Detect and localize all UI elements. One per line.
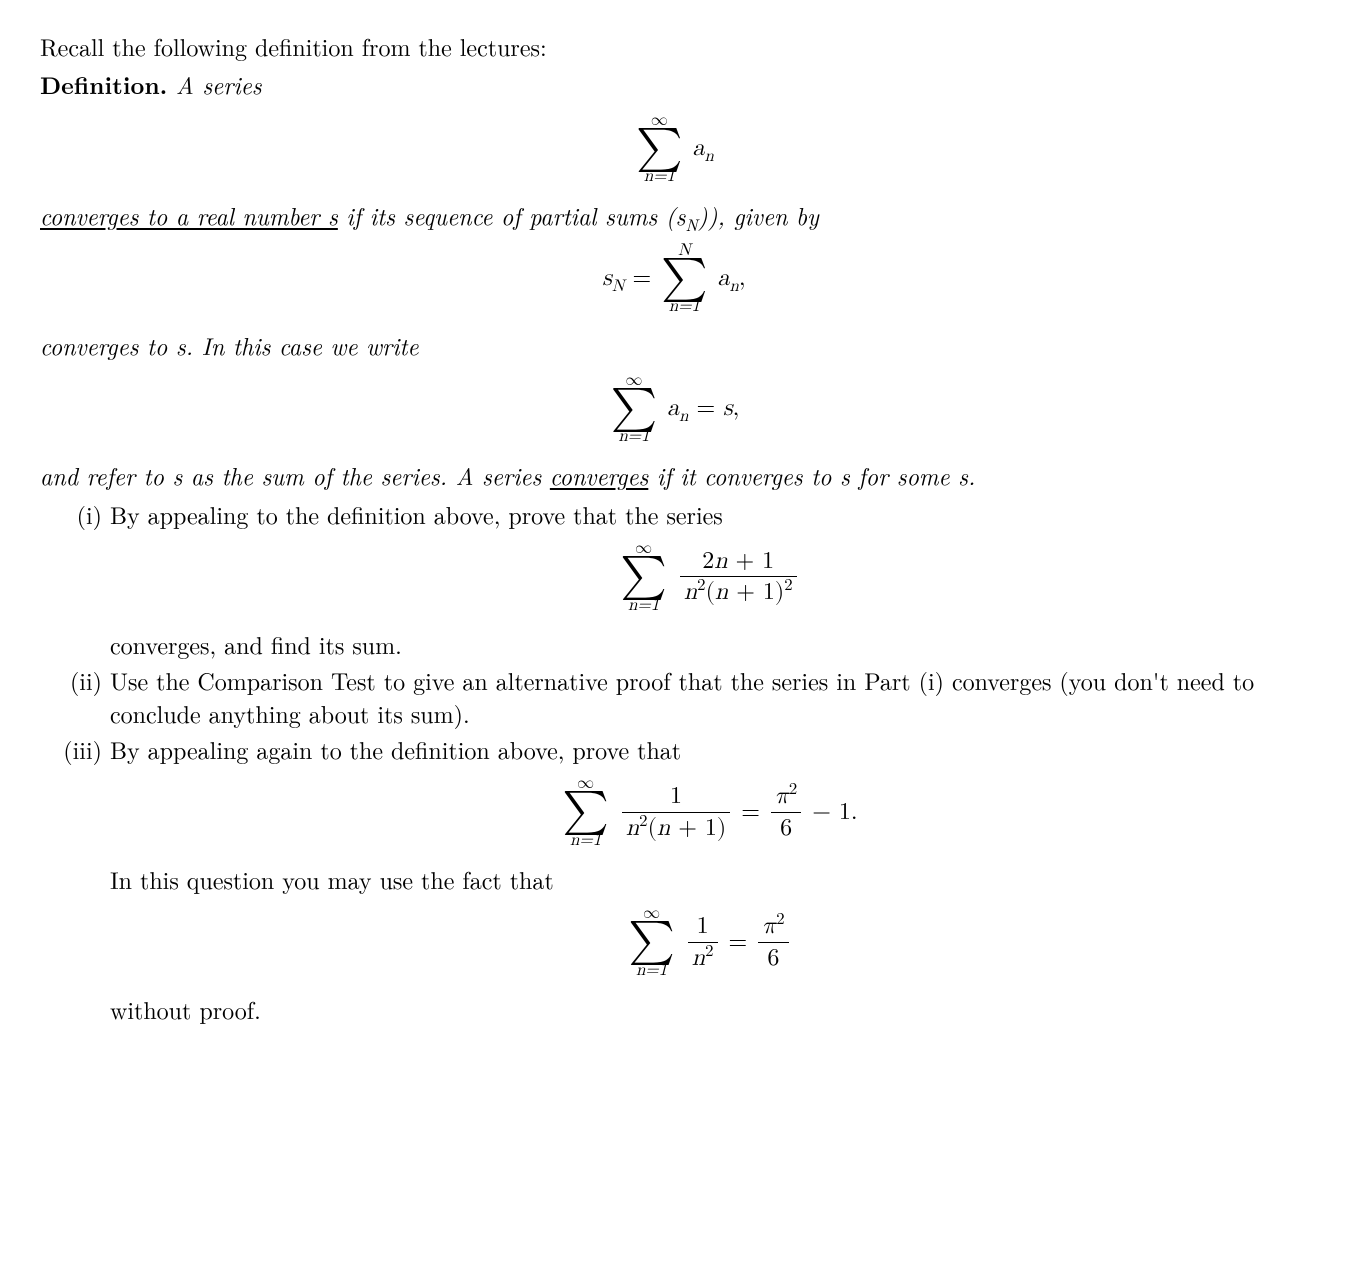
fraction-iii2: 1 n2 bbox=[688, 913, 718, 971]
fraction-iii-num: 1 bbox=[622, 783, 730, 812]
sigma-glyph-iii: ∑ bbox=[562, 792, 608, 832]
display-part-iii-fact: ∞ ∑ n=1 1 n2 = π2 6 bbox=[110, 905, 1308, 979]
sN-sub: N bbox=[685, 212, 697, 236]
fraction-iii2-num: 1 bbox=[688, 913, 718, 942]
part-iii-marker: (iii) bbox=[40, 733, 102, 765]
fraction-iii-rhs: π2 6 bbox=[771, 783, 801, 841]
sigma-glyph-2: ∑ bbox=[661, 259, 707, 299]
fraction-i-num: 2n + 1 bbox=[680, 548, 797, 577]
part-ii-text: Use the Comparison Test to give an alter… bbox=[110, 663, 1254, 729]
fraction-iii-rhs-num: π2 bbox=[771, 783, 801, 812]
part-ii-marker: (ii) bbox=[40, 664, 102, 696]
part-iii: (iii) By appealing again to the definiti… bbox=[40, 733, 1308, 1025]
display-part-i: ∞ ∑ n=1 2n + 1 n2(n + 1)2 bbox=[110, 540, 1308, 614]
fraction-iii: 1 n2(n + 1) bbox=[622, 783, 730, 841]
sum-lower: n=1 bbox=[636, 168, 682, 185]
fraction-i: 2n + 1 n2(n + 1)2 bbox=[680, 548, 797, 606]
def-line-4a: and refer to s as the sum of the series.… bbox=[40, 458, 550, 492]
sigma-glyph-3: ∑ bbox=[611, 389, 657, 429]
sum-lower-i: n=1 bbox=[620, 597, 666, 614]
sum-symbol-3: ∞ ∑ n=1 bbox=[611, 372, 657, 446]
def-line-4b: converges bbox=[550, 458, 648, 492]
fraction-iii2-den: n2 bbox=[688, 943, 718, 971]
def-line-3: converges to s. In this case we write bbox=[40, 329, 1308, 361]
sum-lower-iii: n=1 bbox=[562, 832, 608, 849]
sigma-glyph: ∑ bbox=[636, 129, 682, 169]
equals: = bbox=[632, 262, 651, 294]
def-line-2c: (sN) bbox=[666, 198, 708, 232]
display-partial-sums: sN = N ∑ n=1 an, bbox=[40, 242, 1308, 316]
def-line-2d: ), given by bbox=[708, 198, 819, 232]
intro-line: Recall the following definition from the… bbox=[40, 30, 1308, 62]
def-line-4c: if it converges to s for some s. bbox=[648, 458, 975, 492]
def-line-4: and refer to s as the sum of the series.… bbox=[40, 459, 1308, 491]
sum-term-3: an = s, bbox=[667, 392, 739, 424]
part-iii-text: By appealing again to the definition abo… bbox=[110, 732, 681, 766]
partial-sum-lhs: sN bbox=[602, 262, 624, 294]
sum-symbol-iii2: ∞ ∑ n=1 bbox=[628, 905, 674, 979]
fraction-iii-rhs-den: 6 bbox=[771, 813, 801, 841]
tail-iii: − 1. bbox=[812, 796, 857, 828]
sum-symbol-2: N ∑ n=1 bbox=[661, 242, 707, 316]
fraction-iii-den: n2(n + 1) bbox=[622, 813, 730, 841]
sum-lower-iii2: n=1 bbox=[628, 962, 674, 979]
definition-heading: Definition. A series bbox=[40, 68, 1308, 101]
parts-list: (i) By appealing to the definition above… bbox=[40, 498, 1308, 1026]
sigma-glyph-iii2: ∑ bbox=[628, 922, 674, 962]
fraction-iii2-rhs-num: π2 bbox=[758, 913, 788, 942]
fraction-iii2-rhs: π2 6 bbox=[758, 913, 788, 971]
eq-iii2: = bbox=[729, 926, 748, 958]
def-line-2: converges to a real number s if its sequ… bbox=[40, 199, 1308, 231]
sum-symbol: ∞ ∑ n=1 bbox=[636, 112, 682, 186]
sum-lower-2: n=1 bbox=[661, 298, 707, 315]
part-i-marker: (i) bbox=[40, 498, 102, 530]
definition-tail: A series bbox=[167, 67, 261, 101]
def-line-2b: if its sequence of partial sums bbox=[338, 198, 666, 232]
sigma-glyph-i: ∑ bbox=[620, 557, 666, 597]
def-line-2a: converges to a real number s bbox=[40, 198, 338, 232]
lhs-sub: N bbox=[612, 278, 625, 295]
part-i: (i) By appealing to the definition above… bbox=[40, 498, 1308, 660]
part-iii-after1: In this question you may use the fact th… bbox=[110, 862, 554, 896]
sum-symbol-iii: ∞ ∑ n=1 bbox=[562, 775, 608, 849]
sum-term-2: an, bbox=[718, 262, 746, 294]
part-i-after: converges, and find its sum. bbox=[110, 627, 402, 661]
part-i-text: By appealing to the definition above, pr… bbox=[110, 497, 723, 531]
sum-lower-3: n=1 bbox=[611, 428, 657, 445]
display-sum-equals-s: ∞ ∑ n=1 an = s, bbox=[40, 372, 1308, 446]
display-part-iii: ∞ ∑ n=1 1 n2(n + 1) = π2 6 − 1. bbox=[110, 775, 1308, 849]
part-ii: (ii) Use the Comparison Test to give an … bbox=[40, 664, 1308, 729]
sum-term: an bbox=[693, 132, 714, 164]
sum-symbol-i: ∞ ∑ n=1 bbox=[620, 540, 666, 614]
fraction-iii2-rhs-den: 6 bbox=[758, 943, 788, 971]
fraction-i-den: n2(n + 1)2 bbox=[680, 577, 797, 605]
part-iii-after2: without proof. bbox=[110, 992, 261, 1026]
definition-label: Definition. bbox=[40, 68, 167, 102]
display-series: ∞ ∑ n=1 an bbox=[40, 112, 1308, 186]
eq-iii: = bbox=[741, 796, 760, 828]
